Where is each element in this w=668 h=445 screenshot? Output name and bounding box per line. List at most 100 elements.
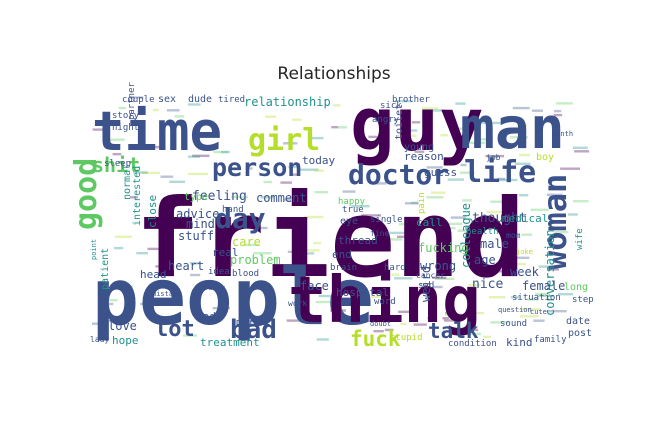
cloud-word-call: call bbox=[416, 216, 443, 229]
cloud-word-lady: lady bbox=[90, 335, 109, 344]
cloud-word-heart: heart bbox=[168, 259, 204, 273]
cloud-word-guess: guess bbox=[424, 166, 457, 179]
cloud-word-real: real bbox=[212, 246, 239, 259]
cloud-word-end: end bbox=[332, 248, 352, 261]
cloud-word-mine: mine bbox=[236, 316, 263, 329]
cloud-word-funny: funny bbox=[204, 284, 225, 292]
cloud-word-cancer: cancer bbox=[416, 271, 445, 280]
cloud-word-tired: tired bbox=[218, 95, 245, 105]
cloud-word-situation: situation bbox=[512, 293, 561, 303]
cloud-word-doctor: doctor bbox=[348, 158, 449, 191]
cloud-word-cute: cute bbox=[530, 308, 547, 316]
cloud-word-normal: normal bbox=[122, 164, 133, 200]
cloud-word-toilet: toilet bbox=[394, 104, 405, 140]
cloud-word-thought: thought bbox=[472, 211, 527, 226]
cloud-word-stuff: stuff bbox=[178, 229, 214, 243]
cloud-word-close: close bbox=[146, 195, 159, 228]
cloud-word-body: body bbox=[196, 310, 223, 323]
cloud-word-job: job bbox=[486, 153, 501, 162]
cloud-word-thread: thread bbox=[338, 234, 378, 247]
cloud-word-age: age bbox=[474, 253, 496, 267]
cloud-word-today: today bbox=[302, 154, 335, 167]
cloud-word-sad: sad bbox=[418, 281, 434, 291]
cloud-word-people: people bbox=[92, 253, 374, 343]
cloud-word-bad: bad bbox=[230, 315, 277, 345]
cloud-word-life: life bbox=[464, 155, 536, 190]
cloud-word-wife: wife bbox=[575, 228, 585, 250]
cloud-word-month: month bbox=[552, 130, 573, 138]
cloud-word-point: point bbox=[90, 239, 98, 260]
cloud-word-shit: shit bbox=[92, 153, 140, 177]
cloud-word-care: care bbox=[232, 235, 261, 249]
cloud-word-doubt: doubt bbox=[370, 320, 391, 328]
cloud-word-post: post bbox=[568, 328, 592, 339]
cloud-word-hard: hard bbox=[384, 263, 406, 273]
cloud-word-question: question bbox=[498, 306, 532, 314]
cloud-word-woman: woman bbox=[536, 174, 574, 270]
cloud-word-time: time bbox=[92, 100, 222, 163]
cloud-word-fucking: fucking bbox=[418, 241, 469, 255]
cloud-word-hope: hope bbox=[112, 334, 139, 347]
cloud-word-joke: joke bbox=[516, 248, 533, 256]
cloud-word-eye: eye bbox=[340, 216, 358, 227]
cloud-word-brain: brain bbox=[330, 263, 357, 273]
cloud-word-single: single bbox=[370, 215, 403, 225]
cloud-word-boy: boy bbox=[536, 152, 554, 163]
cloud-word-mind: mind bbox=[186, 217, 215, 231]
cloud-word-couple: couple bbox=[122, 95, 155, 105]
cloud-word-man: man bbox=[460, 94, 565, 162]
cloud-word-condition: condition bbox=[448, 339, 497, 349]
cloud-word-date: date bbox=[566, 316, 590, 327]
cloud-word-patient: patient bbox=[100, 248, 111, 290]
cloud-word-sound: sound bbox=[500, 319, 527, 329]
cloud-word-pain: pain bbox=[417, 192, 427, 214]
cloud-word-guy: guy bbox=[350, 82, 484, 168]
cloud-word-talk: talk bbox=[428, 319, 479, 343]
cloud-word-angry: angry bbox=[372, 115, 400, 125]
cloud-word-hospital: hospital bbox=[336, 286, 389, 299]
cloud-word-interested: interested bbox=[132, 166, 143, 226]
cloud-word-girl: girl bbox=[248, 123, 320, 158]
cloud-word-male: male bbox=[480, 237, 509, 251]
cloud-texture bbox=[92, 96, 590, 341]
chart-title: Relationships bbox=[277, 64, 391, 84]
cloud-word-happy: happy bbox=[338, 197, 366, 207]
cloud-word-wrong: wrong bbox=[420, 259, 456, 273]
cloud-word-reason: reason bbox=[404, 150, 444, 163]
cloud-word-idea: idea bbox=[208, 267, 230, 277]
cloud-word-conversation: conversation bbox=[543, 229, 557, 316]
cloud-word-type: type bbox=[184, 192, 208, 203]
cloud-word-sex: sex bbox=[158, 94, 176, 105]
cloud-word-dude: dude bbox=[188, 94, 212, 105]
cloud-word-step: step bbox=[572, 295, 594, 305]
cloud-word-advice: advice bbox=[176, 207, 219, 221]
cloud-word-sleep: sleep bbox=[104, 159, 131, 169]
cloud-word-brother: brother bbox=[392, 95, 431, 105]
cloud-word-fine: fine bbox=[370, 229, 389, 238]
cloud-word-stupid: stupid bbox=[390, 333, 423, 343]
cloud-word-colleague: colleague bbox=[459, 203, 473, 268]
cloud-word-female: female bbox=[522, 279, 565, 293]
cloud-word-problem: problem bbox=[230, 253, 281, 267]
cloud-word-family: family bbox=[534, 335, 567, 345]
cloud-word-night: night bbox=[112, 123, 139, 133]
cloud-word-lot: lot bbox=[155, 317, 195, 342]
cloud-word-partner: partner bbox=[127, 81, 137, 120]
cloud-word-day: day bbox=[215, 202, 266, 235]
cloud-word-hand: hand bbox=[222, 205, 244, 215]
cloud-word-feeling: feeling bbox=[192, 189, 247, 204]
cloud-word-health: health bbox=[466, 227, 499, 237]
cloud-word-person: person bbox=[212, 153, 302, 182]
cloud-word-face: face bbox=[300, 279, 329, 293]
cloud-word-thing: thing bbox=[288, 264, 481, 338]
cloud-word-true: true bbox=[342, 205, 364, 215]
cloud-word-kind: kind bbox=[506, 336, 533, 349]
cloud-word-medical: medical bbox=[502, 212, 548, 225]
cloud-word-nice: nice bbox=[472, 277, 503, 292]
cloud-word-blood: blood bbox=[232, 269, 259, 279]
cloud-word-young: young bbox=[404, 142, 434, 153]
cloud-word-long: long bbox=[564, 282, 588, 293]
cloud-word-relationship: relationship bbox=[244, 95, 331, 109]
cloud-word-friend: friend bbox=[135, 177, 525, 302]
